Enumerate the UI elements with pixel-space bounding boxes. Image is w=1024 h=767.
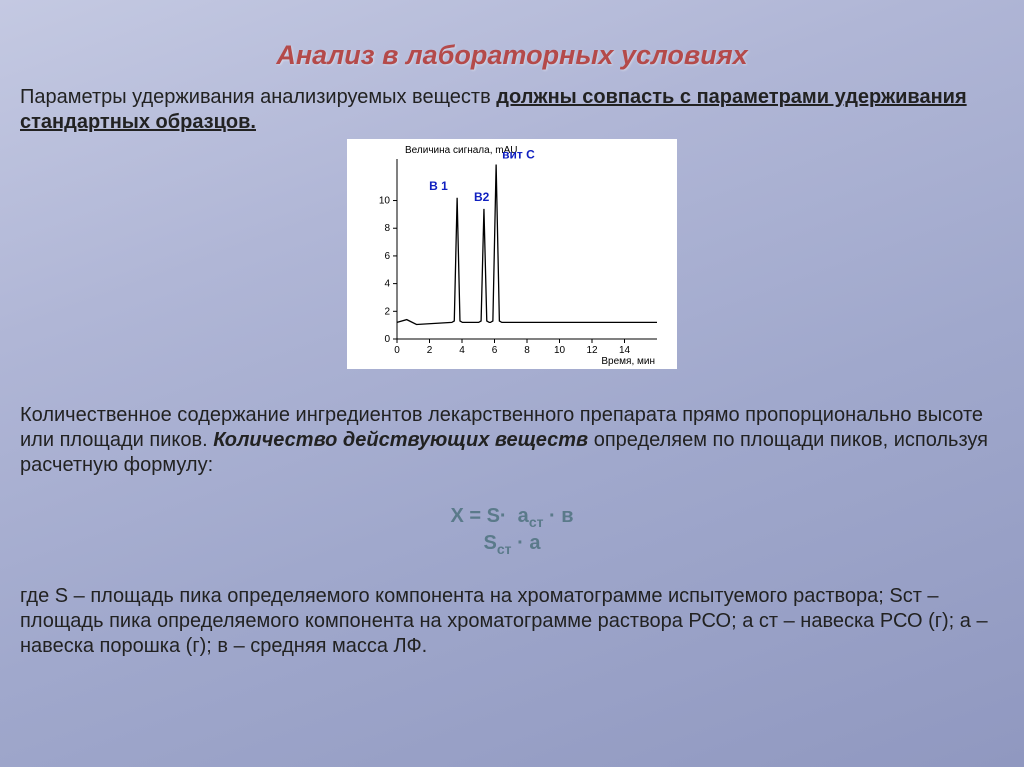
- svg-text:B 1: B 1: [429, 179, 448, 193]
- formula: X = S· aст · в Sст · a: [20, 504, 1004, 558]
- slide: Анализ в лабораторных условиях Параметры…: [0, 0, 1024, 767]
- svg-text:10: 10: [554, 345, 566, 356]
- svg-text:B2: B2: [474, 190, 490, 204]
- formula-numerator: X = S· aст · в: [20, 504, 1004, 531]
- chromatogram-chart: 0 2 4 6 8 10 0 2 4 6 8 10 12 14 Величина сигнала, mAU В…: [347, 139, 677, 369]
- svg-text:12: 12: [586, 345, 598, 356]
- svg-text:6: 6: [384, 251, 390, 262]
- formula-top-sub: ст: [529, 514, 544, 530]
- svg-text:0: 0: [394, 345, 400, 356]
- formula-denominator: Sст · a: [20, 531, 1004, 558]
- svg-text:4: 4: [459, 345, 465, 356]
- formula-bot-a: S: [484, 532, 497, 554]
- para2-emphasis: Количество действующих веществ: [213, 429, 588, 451]
- formula-bot-sub: ст: [497, 541, 512, 557]
- paragraph-2: Количественное содержание ингредиентов л…: [20, 403, 1004, 478]
- formula-top-a: X = S· a: [450, 505, 528, 527]
- para1-text: Параметры удерживания анализируемых веще…: [20, 86, 496, 108]
- svg-text:Величина сигнала, mAU: Величина сигнала, mAU: [405, 145, 517, 156]
- paragraph-3: где S – площадь пика определяемого компо…: [20, 584, 1004, 659]
- svg-text:6: 6: [492, 345, 498, 356]
- formula-bot-end: · a: [512, 532, 541, 554]
- slide-title: Анализ в лабораторных условиях: [20, 40, 1004, 71]
- svg-text:4: 4: [384, 279, 390, 290]
- svg-text:вит С: вит С: [502, 148, 535, 162]
- svg-text:0: 0: [384, 334, 390, 345]
- paragraph-1: Параметры удерживания анализируемых веще…: [20, 85, 1004, 135]
- svg-text:Время, мин: Время, мин: [601, 356, 655, 367]
- svg-text:8: 8: [524, 345, 530, 356]
- svg-text:2: 2: [427, 345, 433, 356]
- svg-text:14: 14: [619, 345, 631, 356]
- formula-top-end: · в: [543, 505, 573, 527]
- chart-container: 0 2 4 6 8 10 0 2 4 6 8 10 12 14 Величина сигнала, mAU В…: [20, 139, 1004, 369]
- svg-text:2: 2: [384, 306, 390, 317]
- svg-text:8: 8: [384, 223, 390, 234]
- svg-text:10: 10: [379, 196, 391, 207]
